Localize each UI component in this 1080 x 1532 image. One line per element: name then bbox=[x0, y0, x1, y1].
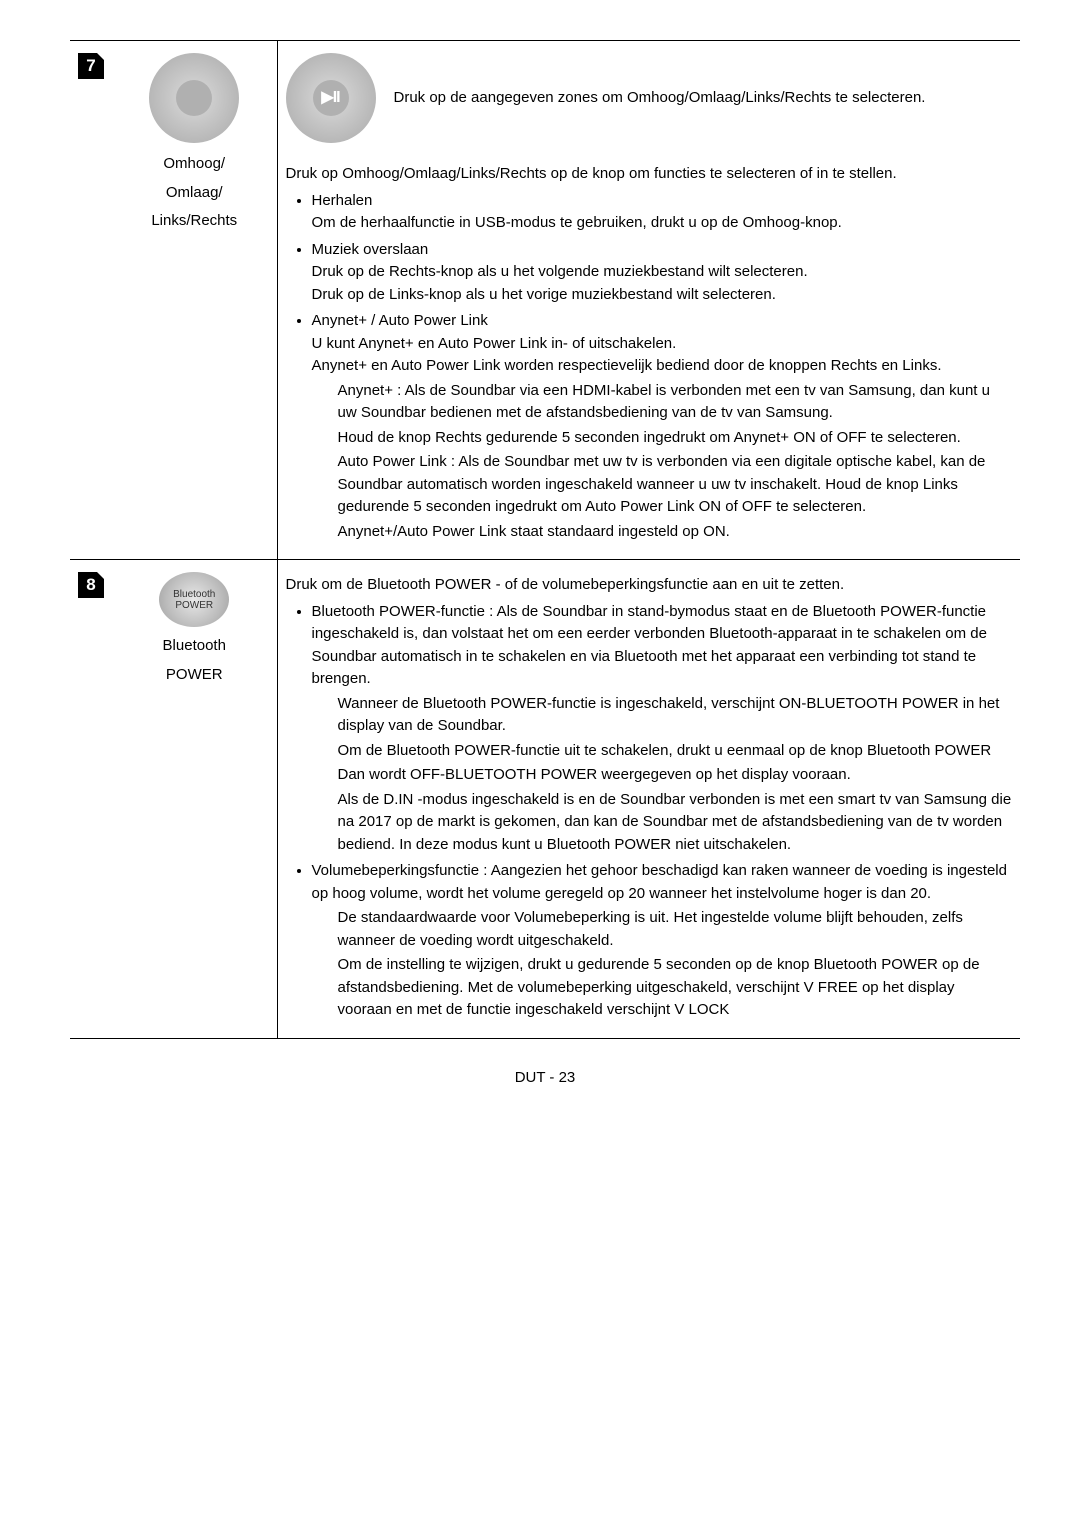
dpad-icon bbox=[149, 53, 239, 143]
sub-text: Om de Bluetooth POWER-functie uit te sch… bbox=[338, 740, 1013, 763]
row-number-badge: 8 bbox=[78, 572, 104, 598]
list-item: Herhalen Om de herhaalfunctie in USB-mod… bbox=[312, 190, 1013, 235]
sub-text: Anynet+/Auto Power Link staat standaard … bbox=[338, 521, 1013, 544]
bullet-title: Muziek overslaan bbox=[312, 241, 429, 258]
sub-text: Dan wordt OFF-BLUETOOTH POWER weergegeve… bbox=[338, 764, 1013, 787]
icon-label: Bluetooth bbox=[120, 635, 269, 658]
intro-text: Druk op de aangegeven zones om Omhoog/Om… bbox=[394, 87, 926, 110]
sub-text: Auto Power Link : Als de Soundbar met uw… bbox=[338, 451, 1013, 519]
row-number-cell: 8 bbox=[70, 560, 112, 1039]
list-item: Muziek overslaan Druk op de Rechts-knop … bbox=[312, 239, 1013, 307]
sub-text: Om de instelling te wijzigen, drukt u ge… bbox=[338, 954, 1013, 1022]
sub-text: Anynet+ : Als de Soundbar via een HDMI-k… bbox=[338, 380, 1013, 425]
bullet-list: Bluetooth POWER-functie : Als de Soundba… bbox=[286, 601, 1013, 1022]
bullet-text: Anynet+ en Auto Power Link worden respec… bbox=[312, 355, 1013, 378]
table-row: 7 Omhoog/ Omlaag/ Links/Rechts ▶II Druk … bbox=[70, 41, 1020, 560]
row-icon-cell: Omhoog/ Omlaag/ Links/Rechts bbox=[112, 41, 277, 560]
list-item: Anynet+ / Auto Power Link U kunt Anynet+… bbox=[312, 310, 1013, 543]
table-row: 8 Bluetooth POWER Bluetooth POWER Druk o… bbox=[70, 560, 1020, 1039]
paragraph: Druk op Omhoog/Omlaag/Links/Rechts op de… bbox=[286, 163, 1013, 186]
row-icon-cell: Bluetooth POWER Bluetooth POWER bbox=[112, 560, 277, 1039]
sub-text: Als de D.IN -modus ingeschakeld is en de… bbox=[338, 789, 1013, 857]
icon-label: Omhoog/ bbox=[120, 153, 269, 176]
intro-row: ▶II Druk op de aangegeven zones om Omhoo… bbox=[286, 53, 1013, 143]
bullet-text: Om de herhaalfunctie in USB-modus te geb… bbox=[312, 212, 1013, 235]
row-description-cell: Druk om de Bluetooth POWER - of de volum… bbox=[277, 560, 1020, 1039]
paragraph: Druk om de Bluetooth POWER - of de volum… bbox=[286, 574, 1013, 597]
page-footer: DUT - 23 bbox=[70, 1067, 1020, 1090]
icon-label: POWER bbox=[120, 664, 269, 687]
remote-functions-table: 7 Omhoog/ Omlaag/ Links/Rechts ▶II Druk … bbox=[70, 40, 1020, 1039]
sub-text: De standaardwaarde voor Volumebeperking … bbox=[338, 907, 1013, 952]
bullet-title: Anynet+ / Auto Power Link bbox=[312, 312, 488, 329]
bullet-text: Bluetooth POWER-functie : Als de Soundba… bbox=[312, 603, 987, 688]
bullet-text: Druk op de Links-knop als u het vorige m… bbox=[312, 284, 1013, 307]
bluetooth-power-icon: Bluetooth POWER bbox=[159, 572, 229, 627]
row-number-cell: 7 bbox=[70, 41, 112, 560]
bullet-list: Herhalen Om de herhaalfunctie in USB-mod… bbox=[286, 190, 1013, 544]
bullet-text: Volumebeperkingsfunctie : Aangezien het … bbox=[312, 862, 1008, 902]
icon-label: Omlaag/ bbox=[120, 182, 269, 205]
bullet-title: Herhalen bbox=[312, 192, 373, 209]
sub-text: Houd de knop Rechts gedurende 5 seconden… bbox=[338, 427, 1013, 450]
bullet-text: U kunt Anynet+ en Auto Power Link in- of… bbox=[312, 333, 1013, 356]
row-description-cell: ▶II Druk op de aangegeven zones om Omhoo… bbox=[277, 41, 1020, 560]
list-item: Volumebeperkingsfunctie : Aangezien het … bbox=[312, 860, 1013, 1022]
row-number-badge: 7 bbox=[78, 53, 104, 79]
dpad-play-icon: ▶II bbox=[286, 53, 376, 143]
bullet-text: Druk op de Rechts-knop als u het volgend… bbox=[312, 261, 1013, 284]
icon-label: Links/Rechts bbox=[120, 210, 269, 233]
sub-text: Wanneer de Bluetooth POWER-functie is in… bbox=[338, 693, 1013, 738]
list-item: Bluetooth POWER-functie : Als de Soundba… bbox=[312, 601, 1013, 857]
